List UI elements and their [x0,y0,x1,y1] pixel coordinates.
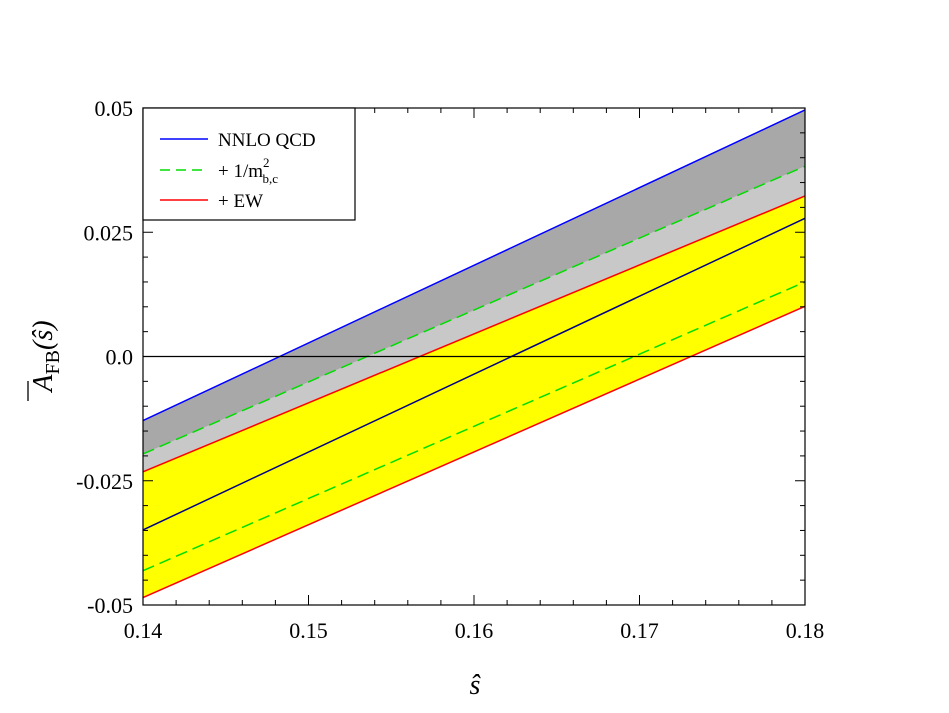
x-tick-label: 0.18 [786,618,825,643]
x-axis-label: ŝ [470,670,482,701]
series-line-1-m-b-c-2 [142,165,806,455]
y-tick-label: 0.0 [106,345,134,370]
y-tick-label: 0.025 [84,220,134,245]
series-line-lower-ew [142,305,806,599]
x-tick-label: 0.16 [455,618,494,643]
series-line-ew [142,195,806,473]
legend-label-mass-prefix: + 1/m [218,161,263,182]
tick-labels-layer: 0.14 0.15 0.16 0.17 0.18 -0.05 -0.025 0.0 0.025 0… [76,96,824,643]
y-tick-label: 0.05 [95,96,134,121]
series-line-lower-1-m-b-c-2 [142,281,806,572]
legend-box [142,107,356,221]
series-layer [142,109,806,599]
legend-item-ew: + EW [160,191,263,212]
svg-text:AFB(ŝ): AFB(ŝ) [28,320,64,393]
x-tick-label: 0.14 [124,618,163,643]
y-axis-label-main: A [28,374,59,394]
series-line-nnlo-qcd [142,109,806,422]
y-tick-label: -0.05 [87,593,133,618]
legend-item-mass-corrections: + 1/m2 b,c [160,155,278,186]
x-tick-label: 0.17 [620,618,659,643]
legend: NNLO QCD + 1/m2 b,c + EW [142,107,356,221]
y-tick-label: -0.025 [76,469,133,494]
y-axis-label-argument: (ŝ) [28,320,59,350]
legend-label-ew: + EW [218,191,263,212]
legend-label-mass-sub: b,c [263,171,279,186]
legend-label-mass-sup: 2 [263,155,270,170]
y-axis-label: AFB(ŝ) [27,320,64,401]
legend-item-nnlo-qcd: NNLO QCD [160,130,316,151]
x-tick-label: 0.15 [289,618,328,643]
y-axis-label-subscript: FB [42,350,64,374]
series-line-central [142,217,806,531]
legend-label-mass-corrections: + 1/m2 b,c [218,155,278,186]
legend-label-nnlo-qcd: NNLO QCD [218,130,316,151]
